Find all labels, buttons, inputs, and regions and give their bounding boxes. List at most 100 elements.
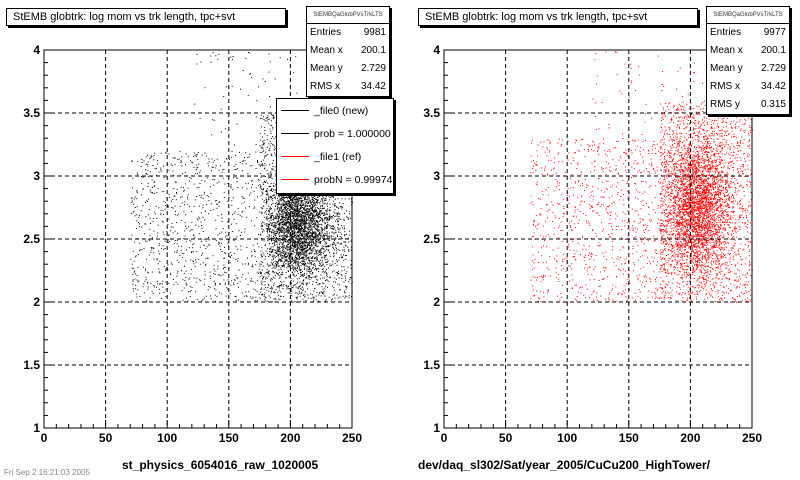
data-point — [264, 176, 266, 177]
data-point — [286, 246, 288, 248]
data-point — [170, 274, 172, 275]
data-point — [287, 208, 289, 209]
data-point — [312, 298, 314, 300]
data-point — [287, 218, 289, 220]
data-point — [314, 256, 316, 258]
data-point — [323, 255, 325, 257]
data-point — [274, 231, 276, 233]
data-point — [201, 154, 203, 156]
data-point — [190, 268, 192, 270]
data-point — [223, 268, 224, 270]
data-point — [302, 240, 304, 242]
data-point — [283, 211, 285, 213]
data-point — [185, 270, 187, 272]
data-point — [310, 213, 312, 215]
data-point — [321, 217, 323, 219]
data-point — [281, 249, 283, 251]
data-point — [308, 227, 310, 229]
data-point — [279, 253, 281, 255]
data-point — [230, 157, 232, 159]
data-point — [302, 288, 304, 290]
data-point — [199, 183, 201, 184]
data-point — [314, 217, 316, 219]
data-point — [300, 248, 302, 250]
data-point — [278, 285, 280, 286]
data-point — [313, 239, 314, 241]
data-point — [288, 253, 290, 255]
data-point — [274, 245, 276, 247]
data-point — [343, 266, 345, 268]
data-point — [294, 212, 296, 214]
data-point — [198, 258, 200, 260]
data-point — [294, 203, 296, 205]
data-point — [334, 240, 336, 242]
data-point — [200, 212, 202, 214]
data-point — [285, 212, 286, 214]
data-point — [296, 278, 298, 280]
data-point — [297, 236, 299, 238]
data-point — [289, 236, 291, 238]
data-point — [262, 221, 263, 223]
data-point — [302, 256, 304, 258]
data-point — [131, 263, 133, 265]
data-point — [275, 226, 276, 228]
data-point — [321, 210, 323, 212]
data-point — [273, 222, 275, 224]
data-point — [314, 249, 316, 251]
data-point — [348, 295, 350, 297]
data-point — [272, 257, 274, 259]
data-point — [275, 264, 277, 266]
data-point — [229, 257, 231, 258]
data-point — [274, 208, 276, 210]
data-point — [313, 215, 315, 217]
data-point — [305, 213, 307, 215]
data-point — [337, 227, 339, 229]
data-point — [222, 177, 224, 179]
data-point — [275, 215, 277, 217]
data-point — [224, 266, 226, 268]
data-point — [201, 300, 203, 302]
data-point — [282, 228, 284, 230]
data-point — [300, 223, 302, 225]
data-point — [327, 245, 329, 247]
data-point — [261, 188, 263, 190]
data-point — [332, 225, 334, 227]
data-point — [257, 160, 258, 161]
data-point — [314, 205, 316, 207]
data-point — [323, 272, 325, 274]
data-point — [280, 199, 282, 201]
data-point — [303, 217, 305, 219]
data-point — [326, 228, 328, 230]
data-point — [325, 196, 327, 197]
data-point — [301, 257, 302, 259]
data-point — [297, 261, 299, 263]
data-point — [281, 266, 283, 268]
data-point — [317, 234, 319, 236]
data-point — [275, 271, 277, 273]
data-point — [273, 216, 275, 218]
data-point — [310, 218, 312, 220]
data-point — [269, 243, 271, 245]
data-point — [294, 292, 296, 294]
data-point — [305, 216, 307, 217]
data-point — [265, 297, 267, 299]
data-point — [287, 252, 289, 254]
data-point — [214, 273, 216, 275]
data-point — [324, 259, 326, 261]
data-point — [130, 258, 132, 260]
data-point — [292, 253, 294, 255]
data-point — [272, 243, 273, 244]
data-point — [294, 235, 296, 236]
data-point — [266, 236, 268, 237]
data-point — [295, 213, 297, 215]
data-point — [261, 256, 263, 258]
data-point — [134, 207, 136, 208]
data-point — [276, 262, 278, 264]
data-point — [269, 208, 271, 210]
data-point — [281, 254, 283, 256]
data-point — [299, 205, 301, 206]
data-point — [215, 239, 217, 241]
data-point — [308, 249, 310, 251]
data-point — [286, 245, 288, 247]
data-point — [159, 283, 161, 285]
